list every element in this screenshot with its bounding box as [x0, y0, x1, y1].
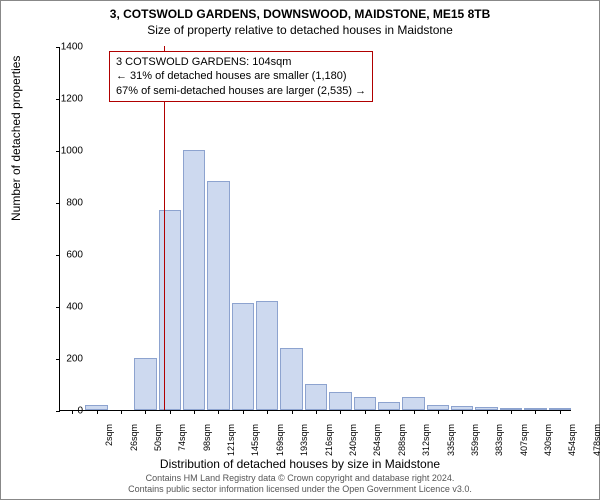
- xtick-label: 288sqm: [397, 424, 407, 464]
- chart-subtitle: Size of property relative to detached ho…: [1, 23, 599, 37]
- ytick-label: 1400: [53, 42, 83, 53]
- xtick-mark: [170, 410, 171, 414]
- xtick-label: 121sqm: [226, 424, 236, 464]
- xtick-mark: [511, 410, 512, 414]
- chart-container: 3, COTSWOLD GARDENS, DOWNSWOOD, MAIDSTON…: [0, 0, 600, 500]
- xtick-mark: [560, 410, 561, 414]
- histogram-bar: [402, 397, 424, 410]
- xtick-label: 26sqm: [129, 424, 139, 464]
- ytick-label: 600: [53, 250, 83, 261]
- ytick-label: 1200: [53, 94, 83, 105]
- xtick-mark: [218, 410, 219, 414]
- ytick-label: 400: [53, 302, 83, 313]
- annotation-line1: 3 COTSWOLD GARDENS: 104sqm: [116, 55, 366, 69]
- y-axis-label: Number of detached properties: [9, 56, 23, 221]
- xtick-label: 264sqm: [372, 424, 382, 464]
- chart-title-address: 3, COTSWOLD GARDENS, DOWNSWOOD, MAIDSTON…: [1, 7, 599, 21]
- histogram-bar: [134, 358, 156, 410]
- xtick-label: 169sqm: [275, 424, 285, 464]
- xtick-label: 383sqm: [494, 424, 504, 464]
- xtick-label: 407sqm: [519, 424, 529, 464]
- xtick-label: 50sqm: [153, 424, 163, 464]
- histogram-bar: [183, 150, 205, 410]
- footer-line2: Contains public sector information licen…: [1, 484, 599, 495]
- xtick-mark: [365, 410, 366, 414]
- histogram-bar: [305, 384, 327, 410]
- annotation-box: 3 COTSWOLD GARDENS: 104sqm ← 31% of deta…: [109, 51, 373, 102]
- xtick-label: 216sqm: [324, 424, 334, 464]
- xtick-label: 193sqm: [299, 424, 309, 464]
- ytick-label: 1000: [53, 146, 83, 157]
- histogram-bar: [159, 210, 181, 410]
- xtick-mark: [535, 410, 536, 414]
- xtick-mark: [243, 410, 244, 414]
- histogram-bar: [378, 402, 400, 410]
- xtick-mark: [194, 410, 195, 414]
- histogram-bar: [207, 181, 229, 410]
- ytick-label: 200: [53, 354, 83, 365]
- histogram-bar: [354, 397, 376, 410]
- footer-attribution: Contains HM Land Registry data © Crown c…: [1, 473, 599, 495]
- xtick-label: 359sqm: [470, 424, 480, 464]
- histogram-bar: [329, 392, 351, 410]
- ytick-label: 800: [53, 198, 83, 209]
- xtick-label: 145sqm: [250, 424, 260, 464]
- xtick-label: 454sqm: [567, 424, 577, 464]
- xtick-label: 240sqm: [348, 424, 358, 464]
- xtick-label: 478sqm: [592, 424, 600, 464]
- footer-line1: Contains HM Land Registry data © Crown c…: [1, 473, 599, 484]
- xtick-label: 430sqm: [543, 424, 553, 464]
- xtick-label: 2sqm: [104, 424, 114, 464]
- annotation-line2: ← 31% of detached houses are smaller (1,…: [116, 69, 366, 83]
- histogram-bar: [232, 303, 254, 410]
- annotation-line3: 67% of semi-detached houses are larger (…: [116, 84, 366, 98]
- xtick-mark: [487, 410, 488, 414]
- xtick-label: 335sqm: [446, 424, 456, 464]
- xtick-label: 74sqm: [177, 424, 187, 464]
- xtick-label: 312sqm: [421, 424, 431, 464]
- xtick-mark: [292, 410, 293, 414]
- xtick-mark: [389, 410, 390, 414]
- histogram-bar: [256, 301, 278, 410]
- histogram-bar: [280, 348, 302, 410]
- xtick-mark: [145, 410, 146, 414]
- xtick-mark: [438, 410, 439, 414]
- xtick-mark: [97, 410, 98, 414]
- xtick-mark: [340, 410, 341, 414]
- xtick-label: 98sqm: [202, 424, 212, 464]
- xtick-mark: [414, 410, 415, 414]
- xtick-mark: [316, 410, 317, 414]
- ytick-label: 0: [53, 406, 83, 417]
- xtick-mark: [267, 410, 268, 414]
- xtick-mark: [121, 410, 122, 414]
- xtick-mark: [462, 410, 463, 414]
